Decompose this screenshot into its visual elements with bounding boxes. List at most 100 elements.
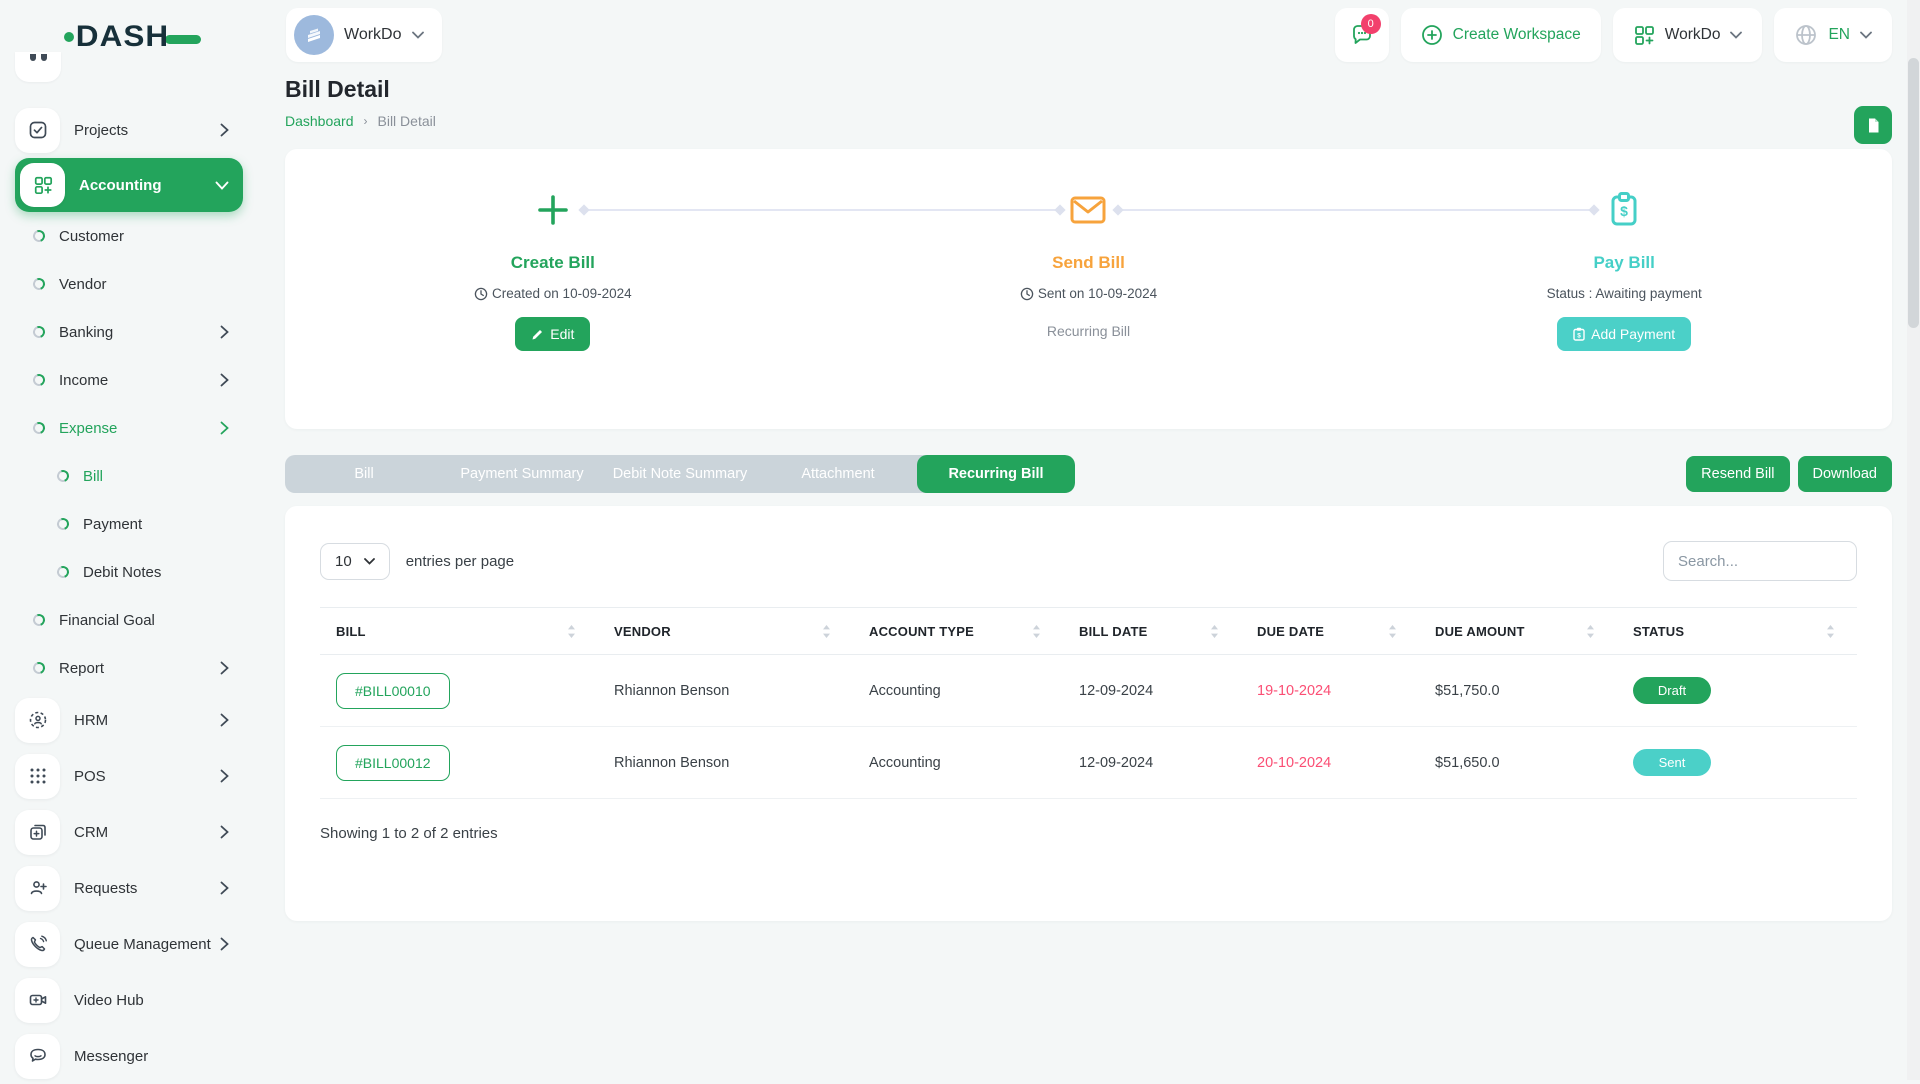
sidebar-item-requests[interactable]: Requests — [15, 860, 243, 916]
search-input[interactable] — [1663, 541, 1857, 581]
bullet-donut-icon — [31, 324, 47, 340]
bill-number-link[interactable]: #BILL00010 — [336, 672, 450, 709]
step-subtitle: Status : Awaiting payment — [1546, 286, 1702, 301]
sort-icon[interactable] — [1826, 624, 1835, 639]
sort-icon[interactable] — [1388, 624, 1397, 639]
scrollbar[interactable] — [1907, 0, 1920, 1080]
vendor-cell: Rhiannon Benson — [614, 682, 730, 699]
messages-button[interactable]: 0 — [1334, 8, 1389, 62]
chevron-right-icon — [220, 769, 229, 783]
sort-icon[interactable] — [1210, 624, 1219, 639]
sidebar-item-vendor[interactable]: Vendor — [15, 260, 243, 308]
step-subtitle: Sent on 10-09-2024 — [821, 286, 1357, 301]
sidebar-item-income[interactable]: Income — [15, 356, 243, 404]
chevron-right-icon — [220, 661, 229, 675]
column-header-due-amount[interactable]: DUE AMOUNT — [1419, 624, 1617, 639]
sidebar-item-banking[interactable]: Banking — [15, 308, 243, 356]
sidebar-item-queue-management[interactable]: Queue Management — [15, 916, 243, 972]
workdo-menu-button[interactable]: WorkDo — [1612, 8, 1763, 62]
column-header-bill[interactable]: BILL — [320, 624, 598, 639]
document-icon — [1868, 118, 1878, 132]
status-badge: Sent — [1633, 749, 1711, 776]
chevron-down-icon — [215, 181, 229, 190]
workspace-selector[interactable]: WorkDo — [286, 8, 442, 62]
account-type-cell: Accounting — [869, 682, 941, 699]
step-title: Send Bill — [1052, 253, 1125, 272]
sidebar-item-pos[interactable]: POS — [15, 748, 243, 804]
step-create-bill: Create Bill Created on 10-09-2024 Edit — [285, 149, 821, 429]
bullet-donut-icon — [31, 660, 47, 676]
tab-recurring-bill[interactable]: Recurring Bill — [917, 455, 1075, 493]
payment-clipboard-icon: $ — [1356, 187, 1892, 233]
sidebar-item-label: Messenger — [74, 1047, 149, 1065]
sidebar-item-report[interactable]: Report — [15, 644, 243, 692]
sidebar-item-label: Income — [59, 371, 109, 389]
app-logo[interactable]: DASH — [64, 20, 202, 54]
timeline-connector — [581, 209, 1063, 211]
bill-number-link[interactable]: #BILL00012 — [336, 744, 450, 781]
pos-icon — [15, 753, 60, 799]
entries-per-page-select[interactable]: 10 — [320, 542, 390, 580]
sidebar-item-hrm[interactable]: HRM — [15, 692, 243, 748]
column-header-vendor[interactable]: VENDOR — [598, 624, 853, 639]
download-button[interactable]: Download — [1797, 456, 1892, 492]
sidebar-item-video-hub[interactable]: Video Hub — [15, 972, 243, 1028]
sidebar-nav: Projects Accounting Customer Vendor Bank… — [15, 102, 243, 1084]
step-title: Create Bill — [510, 253, 595, 272]
checkbox-icon — [15, 107, 60, 153]
tab-payment-summary[interactable]: Payment Summary — [460, 466, 584, 482]
breadcrumb-dashboard-link[interactable]: Dashboard — [285, 113, 354, 129]
sidebar-item-financial-goal[interactable]: Financial Goal — [15, 596, 243, 644]
chevron-right-icon — [220, 713, 229, 727]
sidebar-item-projects[interactable]: Projects — [15, 102, 243, 158]
status-badge: Draft — [1633, 677, 1711, 704]
export-button[interactable] — [1854, 106, 1892, 144]
clipboard-icon: $ — [1573, 327, 1585, 341]
bullet-donut-icon — [31, 276, 47, 292]
sidebar-item-label: Requests — [74, 879, 138, 897]
language-selector[interactable]: EN — [1774, 8, 1892, 62]
column-header-due-date[interactable]: DUE DATE — [1241, 624, 1419, 639]
edit-bill-button[interactable]: Edit — [515, 317, 591, 351]
bullet-donut-icon — [55, 564, 71, 580]
tab-bill[interactable]: Bill — [354, 466, 374, 482]
chevron-down-icon — [1730, 31, 1743, 39]
workspace-avatar — [294, 15, 334, 55]
resend-bill-button[interactable]: Resend Bill — [1686, 456, 1790, 492]
column-header-bill-date[interactable]: BILL DATE — [1063, 624, 1241, 639]
sidebar-item-payment[interactable]: Payment — [15, 500, 243, 548]
bullet-donut-icon — [31, 420, 47, 436]
sort-icon[interactable] — [1586, 624, 1595, 639]
pencil-icon — [532, 329, 543, 339]
sidebar-item-partial[interactable] — [15, 52, 61, 82]
page-title: Bill Detail — [285, 76, 390, 102]
column-header-status[interactable]: STATUS — [1617, 624, 1857, 639]
bill-date-cell: 12-09-2024 — [1079, 754, 1154, 771]
language-label: EN — [1828, 26, 1850, 43]
sort-icon[interactable] — [1032, 624, 1041, 639]
table-header-row: BILL VENDOR ACCOUNT TYPE BILL DATE DUE D… — [320, 607, 1857, 655]
sidebar-item-label: HRM — [74, 711, 109, 729]
chevron-down-icon — [363, 557, 375, 565]
column-header-account-type[interactable]: ACCOUNT TYPE — [853, 624, 1063, 639]
sidebar-item-crm[interactable]: CRM — [15, 804, 243, 860]
table-row: #BILL00010 Rhiannon Benson Accounting 12… — [320, 655, 1857, 727]
sidebar-item-bill[interactable]: Bill — [15, 452, 243, 500]
sort-icon[interactable] — [567, 624, 576, 639]
breadcrumb: Dashboard › Bill Detail — [285, 113, 1892, 129]
sidebar-item-customer[interactable]: Customer — [15, 212, 243, 260]
tab-attachment[interactable]: Attachment — [801, 466, 875, 482]
sidebar-item-messenger[interactable]: Messenger — [15, 1028, 243, 1084]
tab-debit-note-summary[interactable]: Debit Note Summary — [612, 466, 748, 482]
sidebar-item-debit-notes[interactable]: Debit Notes — [15, 548, 243, 596]
sidebar-item-accounting[interactable]: Accounting — [15, 158, 243, 212]
add-payment-button[interactable]: $ Add Payment — [1557, 317, 1692, 351]
step-subtitle: Created on 10-09-2024 — [285, 286, 821, 301]
chevron-right-icon — [220, 373, 229, 387]
create-workspace-button[interactable]: Create Workspace — [1400, 8, 1601, 62]
sort-icon[interactable] — [822, 624, 831, 639]
chevron-down-icon — [1860, 31, 1872, 39]
sidebar-item-expense[interactable]: Expense — [15, 404, 243, 452]
sidebar-item-label: Projects — [74, 121, 129, 139]
scrollbar-thumb[interactable] — [1908, 58, 1919, 328]
